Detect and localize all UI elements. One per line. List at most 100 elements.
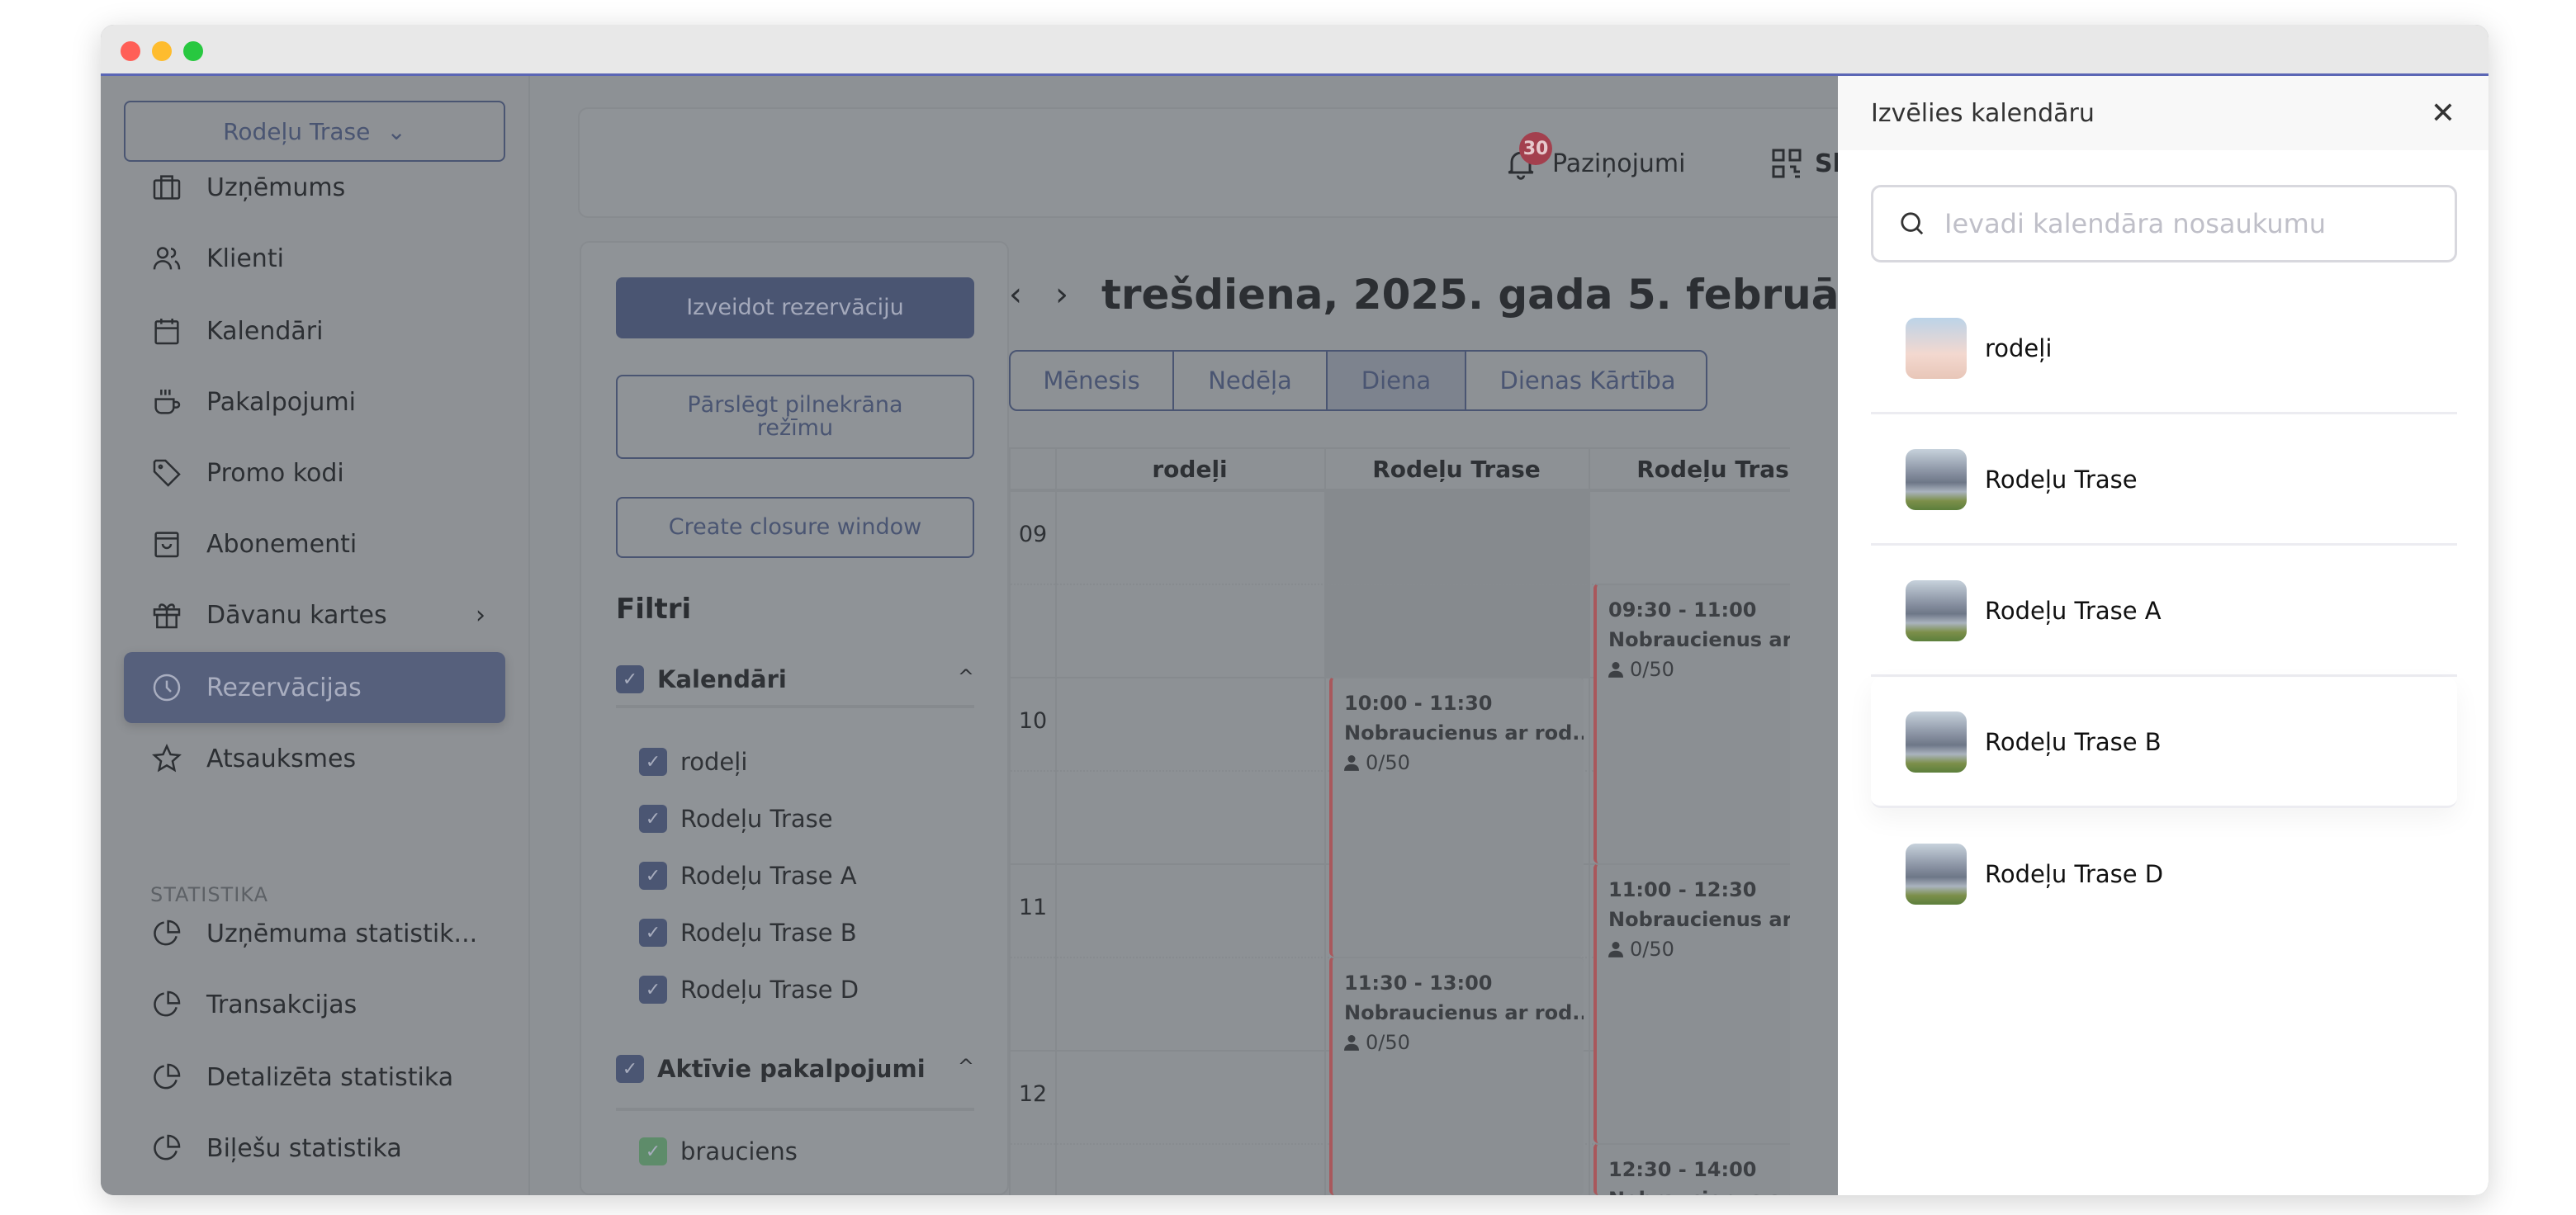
create-closure-window-button[interactable]: Create closure window [616, 497, 974, 558]
sidebar-stat-item-3[interactable]: Biļešu statistika [124, 1113, 505, 1184]
calendar-filter-item[interactable]: ✓ Rodeļu Trase D [639, 976, 859, 1004]
event-time: 09:30 - 11:00 [1608, 598, 1757, 622]
event-time: 11:00 - 12:30 [1608, 878, 1757, 901]
event-block[interactable]: 09:30 - 11:00 Nobraucienus ar r 0/50 [1593, 584, 1790, 863]
sidebar-item-label: Transakcijas [206, 990, 358, 1019]
calendar-filter-item[interactable]: ✓ Rodeļu Trase A [639, 862, 857, 890]
sidebar-item-6[interactable]: Dāvanu kartes › [124, 579, 505, 650]
calendar-option[interactable]: Rodeļu Trase B [1871, 678, 2457, 808]
tab-view-3[interactable]: Dienas Kārtība [1499, 366, 1676, 395]
sidebar-item-1[interactable]: Klienti [124, 223, 505, 294]
chevron-left-icon[interactable]: ‹ [1009, 276, 1022, 314]
checkbox-checked-icon[interactable]: ✓ [639, 976, 667, 1004]
briefcase-icon [153, 175, 181, 200]
bag-icon [154, 532, 179, 558]
minimize-window-button[interactable] [152, 41, 172, 61]
close-window-button[interactable] [121, 41, 140, 61]
sidebar-item-7[interactable]: Rezervācijas [124, 652, 505, 723]
event-time: 10:00 - 11:30 [1344, 692, 1493, 715]
calendar-filter-item[interactable]: ✓ rodeļi [639, 748, 747, 776]
main-content: 30 Paziņojumi Sk Izveidot rezervāciju Pā… [532, 76, 1899, 1195]
calendars-filter-label: Kalendāri [657, 665, 787, 693]
person-icon [1344, 1035, 1359, 1051]
sidebar-item-2[interactable]: Kalendāri [124, 295, 505, 366]
calendars-filter-group[interactable]: ✓ Kalendāri ^ [616, 665, 974, 708]
event-block[interactable]: 11:00 - 12:30 Nobraucienus ar r 0/50 [1593, 863, 1790, 1143]
event-title: Nobraucienus ar r [1608, 1188, 1790, 1195]
hour-label: 09 [1018, 522, 1048, 547]
chevron-up-icon[interactable]: ^ [957, 1055, 974, 1078]
calendar-thumbnail [1906, 711, 1967, 773]
column-divider [1324, 449, 1326, 1195]
sidebar-item-3[interactable]: Pakalpojumi [124, 366, 505, 437]
pie-chart-icon [154, 920, 181, 946]
sidebar-item-5[interactable]: Abonementi [124, 508, 505, 579]
calendar-option[interactable]: rodeļi [1871, 284, 2457, 414]
calendar-filter-item[interactable]: ✓ Rodeļu Trase [639, 805, 833, 833]
fullscreen-toggle-button[interactable]: Pārslēgt pilnekrāna režīmu [616, 375, 974, 459]
chevron-down-icon: ⌄ [386, 117, 406, 145]
chevron-right-icon[interactable]: › [1055, 276, 1068, 314]
calendar-option[interactable]: Rodeļu Trase A [1871, 546, 2457, 677]
checkbox-checked-icon[interactable]: ✓ [639, 1137, 667, 1165]
tab-view-1[interactable]: Nedēļa [1174, 352, 1328, 409]
tab-view-0[interactable]: Mēnesis [1011, 352, 1174, 409]
top-header: 30 Paziņojumi Sk [578, 107, 1899, 218]
calendar-option[interactable]: Rodeļu Trase D [1871, 809, 2457, 939]
sidebar-item-0[interactable]: Uzņēmums [124, 152, 505, 223]
event-block[interactable]: 10:00 - 11:30 Nobraucienus ar rod... 0/5… [1329, 677, 1584, 957]
service-filter-item[interactable]: ✓ brauciens [639, 1137, 798, 1165]
close-icon[interactable]: ✕ [2430, 96, 2455, 130]
column-header: Rodeļu Trase [1589, 449, 1790, 490]
day-calendar-grid: rodeļi Rodeļu Trase Rodeļu Trase 09 10 11 12 1… [1009, 447, 1790, 1195]
checkbox-checked-icon[interactable]: ✓ [639, 748, 667, 776]
event-time: 12:30 - 14:00 [1608, 1158, 1757, 1181]
event-block[interactable]: 11:30 - 13:00 Nobraucienus ar rod... 0/5… [1329, 957, 1584, 1195]
calendar-option[interactable]: Rodeļu Trase [1871, 415, 2457, 546]
hour-label: 11 [1018, 895, 1048, 920]
notifications-badge: 30 [1519, 132, 1552, 165]
sidebar-stat-item-1[interactable]: Transakcijas [124, 969, 505, 1040]
services-filter-group[interactable]: ✓ Aktīvie pakalpojumi ^ [616, 1055, 974, 1111]
sidebar-stat-item-2[interactable]: Detalizēta statistika [124, 1042, 505, 1113]
calendar-filter-label: Rodeļu Trase [680, 805, 833, 833]
view-tabs: Mēnesis Nedēļa Diena Dienas Kārtība [1009, 350, 1707, 411]
sidebar-item-label: Klienti [206, 243, 284, 273]
business-selector-label: Rodeļu Trase [223, 117, 371, 145]
calendar-filter-label: Rodeļu Trase B [680, 919, 857, 947]
checkbox-checked-icon[interactable]: ✓ [616, 1055, 644, 1083]
event-block[interactable]: 12:30 - 14:00 Nobraucienus ar r 0/50 [1593, 1143, 1790, 1195]
calendar-option-label: Rodeļu Trase A [1985, 596, 2162, 625]
search-icon [1901, 212, 1924, 235]
sidebar-item-label: Uzņēmuma statistik... [206, 919, 478, 948]
filters-panel: Izveidot rezervāciju Pārslēgt pilnekrāna… [580, 241, 1009, 1195]
sidebar-stat-item-0[interactable]: Uzņēmuma statistik... [124, 898, 505, 969]
chevron-up-icon[interactable]: ^ [957, 665, 974, 688]
calendar-search [1871, 185, 2457, 262]
checkbox-checked-icon[interactable]: ✓ [639, 805, 667, 833]
maximize-window-button[interactable] [183, 41, 203, 61]
create-reservation-button[interactable]: Izveidot rezervāciju [616, 277, 974, 338]
checkbox-checked-icon[interactable]: ✓ [616, 665, 644, 693]
star-icon [152, 743, 182, 773]
checkbox-checked-icon[interactable]: ✓ [639, 862, 667, 890]
sidebar-item-4[interactable]: Promo kodi [124, 437, 505, 508]
checkbox-checked-icon[interactable]: ✓ [639, 919, 667, 947]
sidebar-item-label: Pakalpojumi [206, 387, 356, 417]
notifications-button[interactable]: 30 Paziņojumi [1503, 132, 1685, 182]
tag-icon [153, 459, 181, 487]
business-selector[interactable]: Rodeļu Trase ⌄ [124, 101, 505, 162]
event-title: Nobraucienus ar rod... [1344, 1001, 1584, 1024]
calendar-search-input[interactable] [1944, 208, 2423, 239]
sidebar-item-8[interactable]: Atsauksmes [124, 723, 505, 794]
calendar-picker-drawer: Izvēlies kalendāru ✕ rodeļi Rodeļu Trase R… [1838, 76, 2488, 1195]
tab-view-2[interactable]: Diena [1328, 352, 1466, 409]
grid-line [1011, 584, 1790, 585]
date-title: trešdiena, 2025. gada 5. februāri [1101, 271, 1874, 319]
calendar-filter-item[interactable]: ✓ Rodeļu Trase B [639, 919, 857, 947]
pie-chart-icon [154, 1134, 181, 1161]
pie-chart-icon [154, 990, 181, 1017]
calendar-filter-label: rodeļi [680, 748, 748, 776]
users-icon [153, 247, 181, 270]
calendar-option-label: Rodeļu Trase D [1985, 860, 2164, 888]
